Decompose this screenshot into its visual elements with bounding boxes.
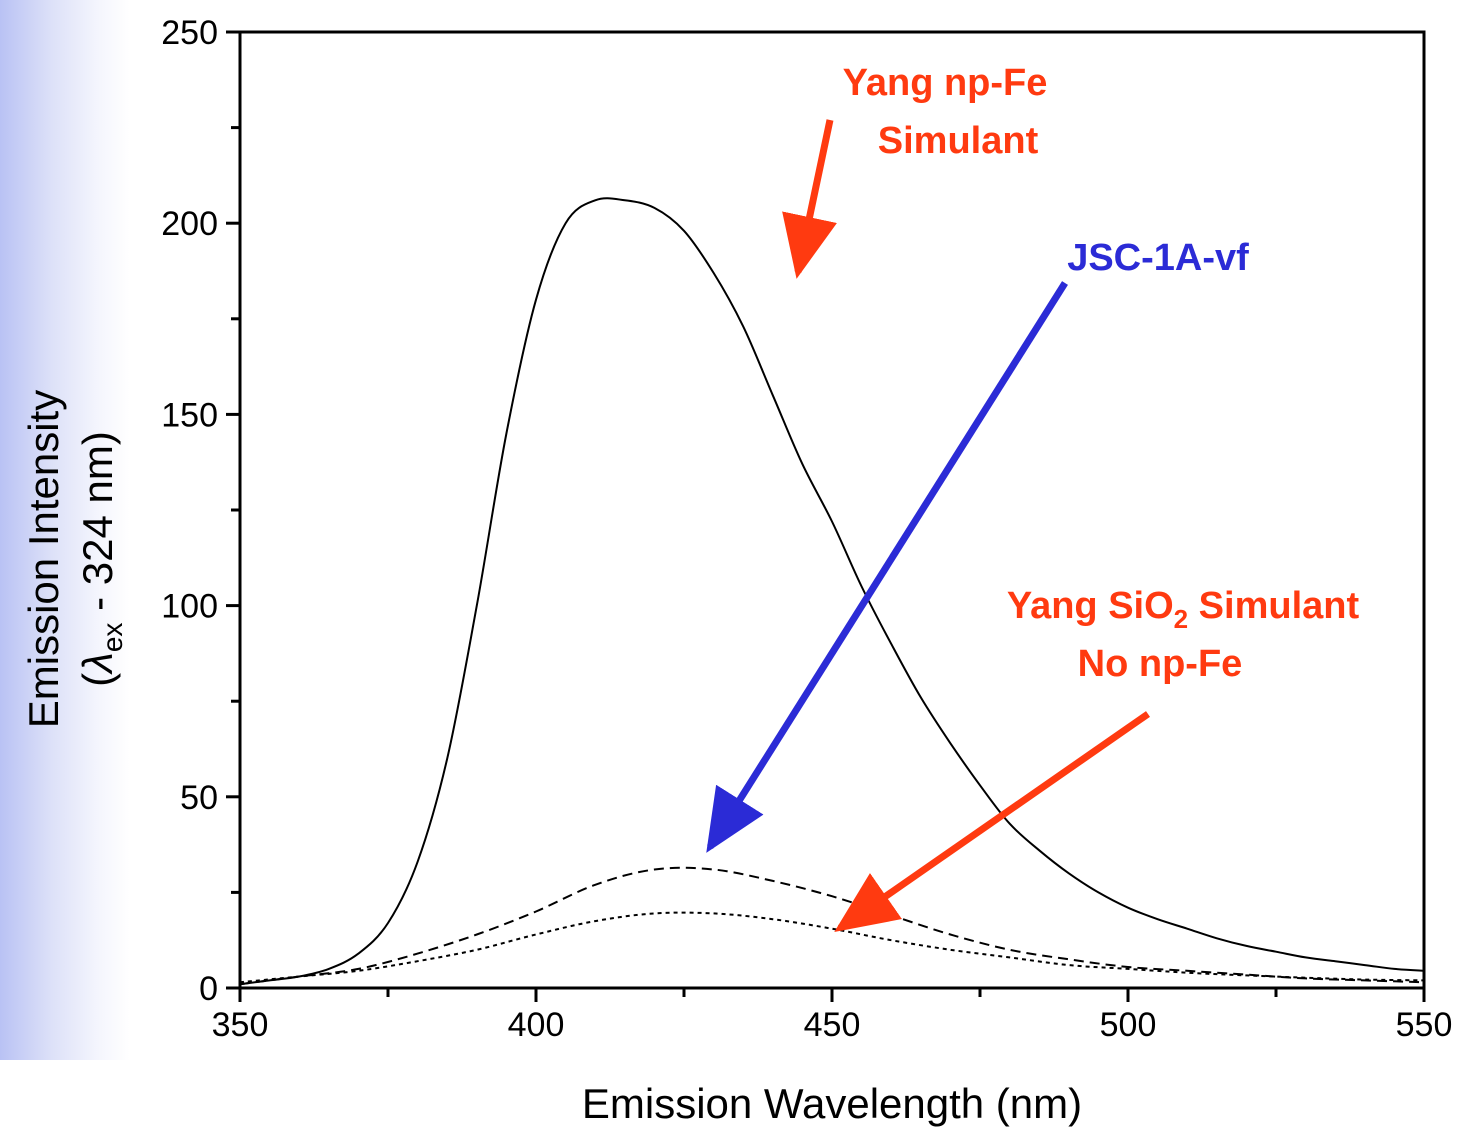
y-tick-label: 150 <box>161 396 218 434</box>
x-tick-label: 350 <box>212 1006 269 1044</box>
anno-sio2-b: Simulant <box>1188 585 1359 627</box>
sidebar-gradient <box>0 0 130 1060</box>
y-tick-label: 250 <box>161 14 218 52</box>
y-tick-label: 100 <box>161 588 218 626</box>
y-tick-label: 200 <box>161 205 218 243</box>
annotation-jsc1avf: JSC-1A-vf <box>1067 237 1249 279</box>
x-tick-label: 450 <box>804 1006 861 1044</box>
annotation-yang-npfe-line2: Simulant <box>878 120 1039 162</box>
series-line-dashed <box>239 866 1425 986</box>
annotation-yang-sio2-line2: No np-Fe <box>1078 643 1243 685</box>
annotation-yang-npfe-line1: Yang np-Fe <box>843 62 1048 104</box>
ex-subscript: ex <box>97 623 128 653</box>
y-tick-label: 50 <box>180 779 218 817</box>
y-tick-label: 0 <box>199 970 218 1008</box>
y-axis-title: Emission Intensity <box>20 390 67 728</box>
lambda-symbol: λ <box>74 652 121 675</box>
anno-sio2-a: Yang SiO <box>1007 585 1174 627</box>
series-line-solid <box>239 197 1425 986</box>
series-line-dotted <box>239 911 1425 984</box>
x-tick-label: 550 <box>1396 1006 1453 1044</box>
arrow-jsc1avf <box>706 281 1068 853</box>
plot-frame <box>238 30 1426 990</box>
annotation-yang-sio2-line1: Yang SiO2 Simulant <box>1007 585 1360 634</box>
arrow-yang-sio2 <box>834 711 1150 932</box>
series-layer <box>239 197 1425 986</box>
x-tick-label: 400 <box>508 1006 565 1044</box>
arrow-yang-npfe <box>782 119 837 279</box>
y-axis-title-line2: (λex - 324 nm) <box>74 431 128 687</box>
axes-layer: 350 400 450 500 550 0 50 100 150 200 250 <box>161 14 1452 1044</box>
x-tick-label: 500 <box>1100 1006 1157 1044</box>
y-axis-title-2: (λex - 324 nm) <box>74 431 128 687</box>
anno-sio2-sub: 2 <box>1174 604 1188 634</box>
y-axis-title-rest: - 324 nm) <box>74 431 121 622</box>
y-axis-title-line1: Emission Intensity <box>20 390 67 728</box>
x-axis-title: Emission Wavelength (nm) <box>582 1080 1082 1127</box>
